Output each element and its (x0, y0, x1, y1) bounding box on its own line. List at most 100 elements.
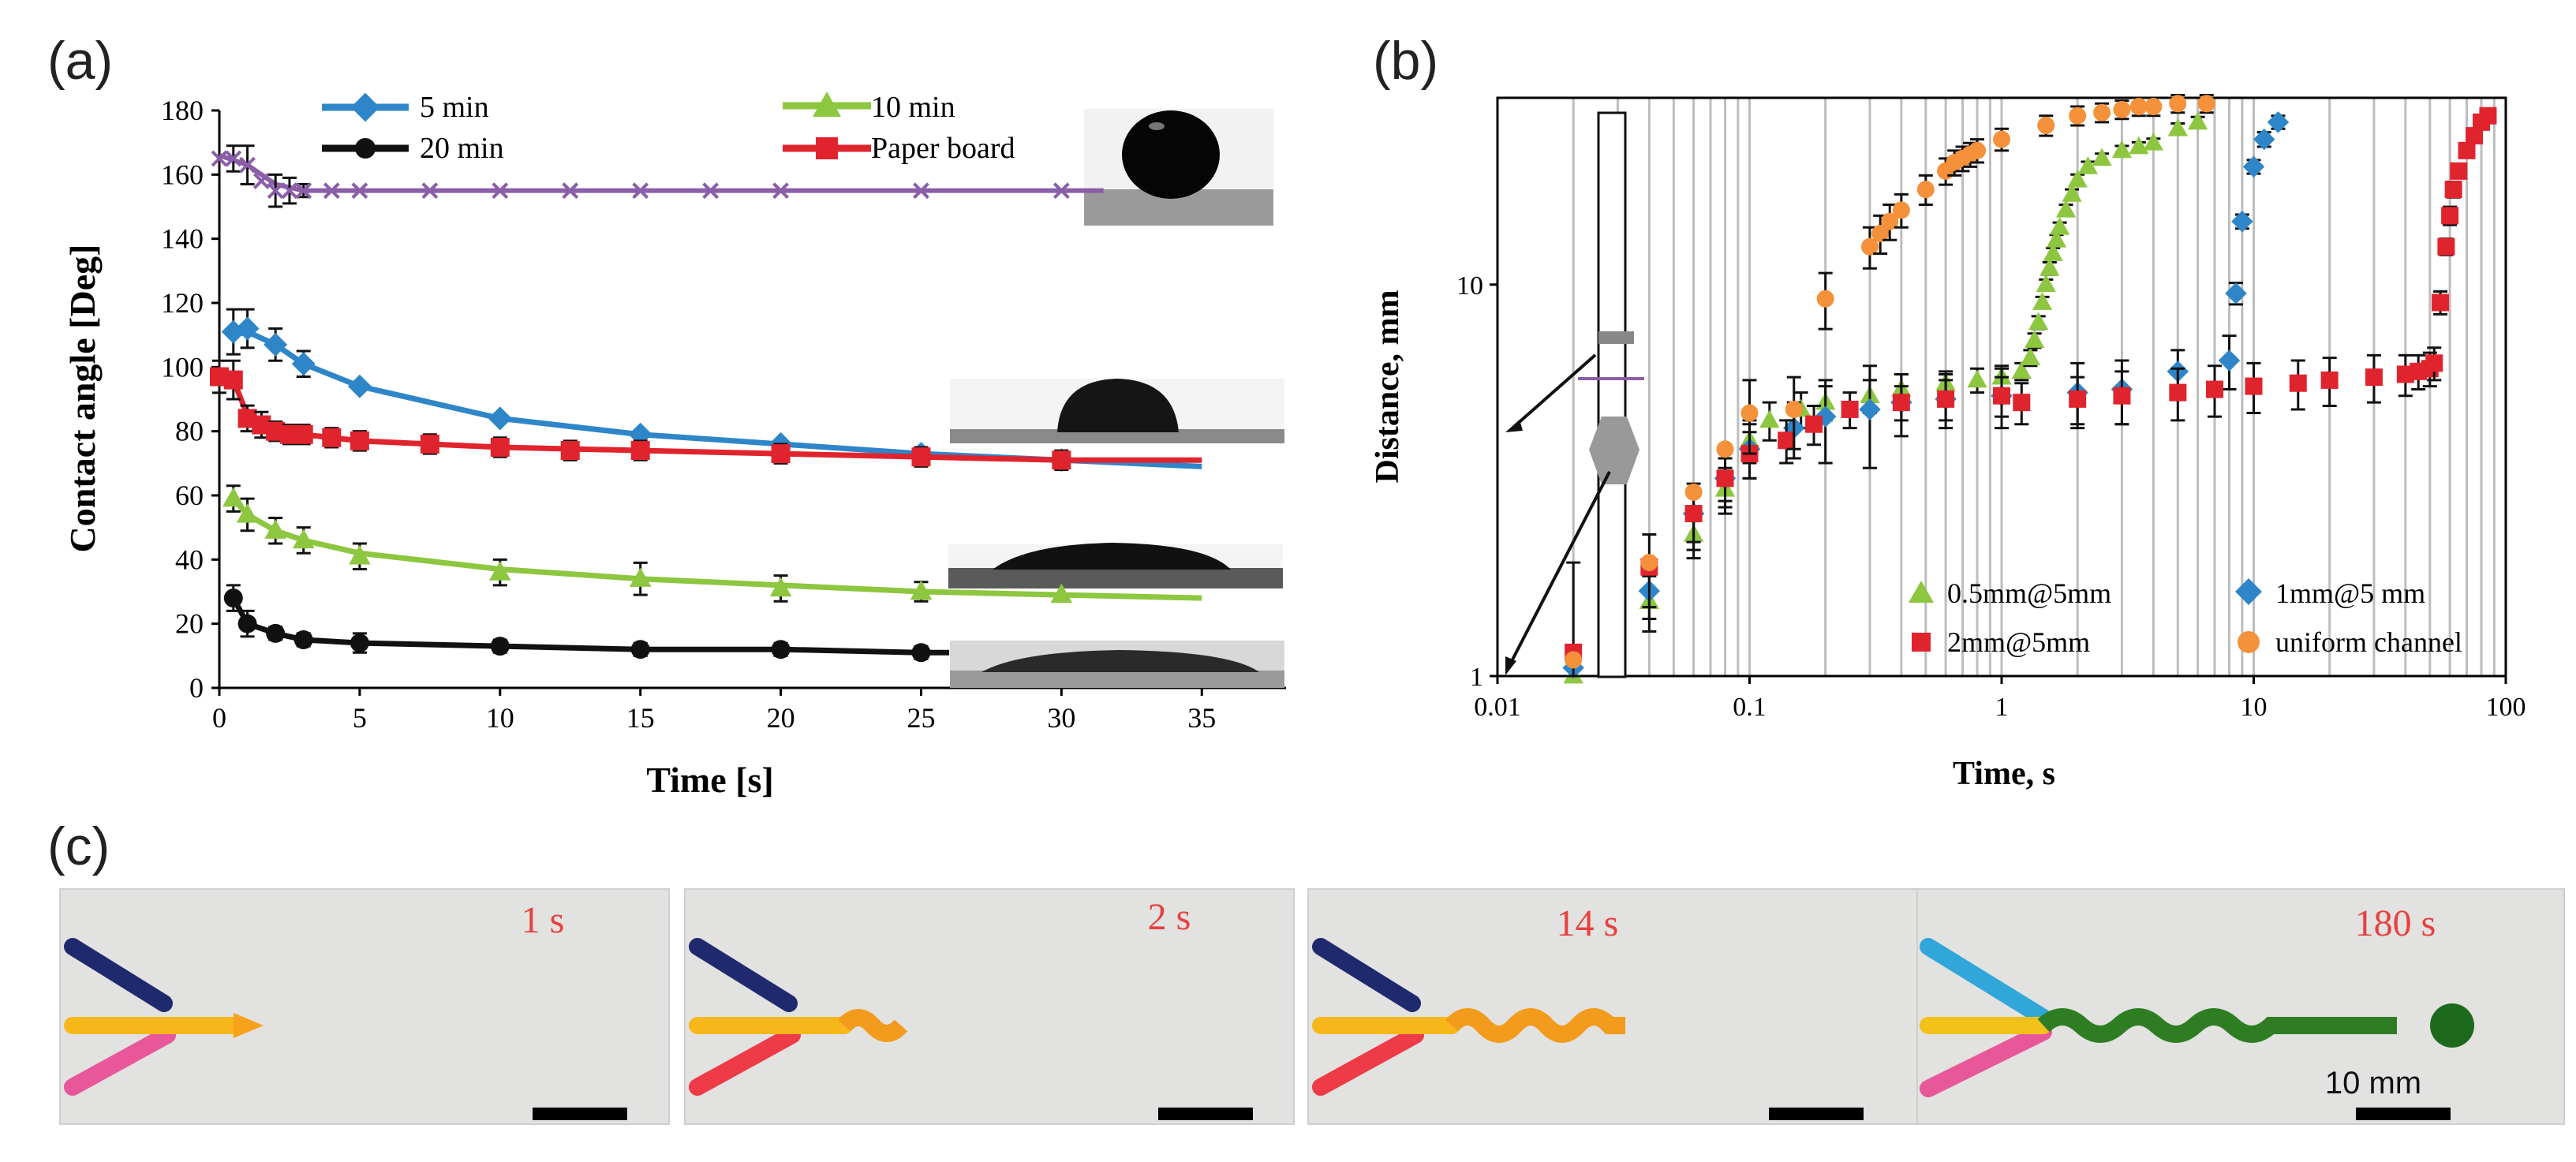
photo-2s-scale-bar (1158, 1108, 1253, 1120)
series-a-paper-board (210, 359, 1202, 471)
series-b-2mm-5mm-point (1805, 415, 1823, 433)
series-a-10-min-point (910, 580, 933, 600)
legend-a-5min: 5 min (322, 91, 489, 124)
droplet-image-20min (950, 641, 1284, 688)
series-b-2mm-5mm-point (2432, 293, 2450, 312)
series-a-20-min-point (771, 640, 791, 659)
chart-a-xtick-label: 35 (1187, 702, 1216, 734)
series-a-20-min-point (911, 643, 931, 663)
series-b-0-5mm-5mm-point (2077, 156, 2099, 174)
chart-a-legend: 5 min 10 min 20 min Paper board (322, 91, 1015, 165)
chart-b-ytick-label: 10 (1456, 271, 1483, 301)
series-b-1mm-5-mm-point (2231, 210, 2253, 233)
series-b-uniform-channel-point (1716, 440, 1734, 458)
chart-b-xtick-label: 0.1 (1733, 693, 1767, 722)
series-a-paper-board-point (293, 424, 313, 444)
series-b-0-5mm-5mm-point (2143, 133, 2164, 151)
series-a-purple-point (421, 182, 439, 200)
photo-14s-time-label: 14 s (1557, 902, 1619, 944)
series-b-0-5mm-5mm-point (2167, 118, 2188, 136)
chart-a-ticks: 0 5 10 15 20 25 30 35 0 20 40 60 80 100 120 140 160 180 (161, 95, 1216, 734)
series-a-paper-board-point (1052, 450, 1071, 470)
legend-a-5min-label: 5 min (420, 91, 489, 124)
series-b-2mm-5mm-point (2425, 354, 2443, 372)
series-a-paper-board-point (771, 444, 791, 464)
series-a-20-min-point (293, 630, 313, 649)
series-a-5-min-point (347, 374, 372, 398)
series-a-purple-point (772, 182, 789, 200)
chart-a-ytick-label: 160 (161, 159, 204, 190)
photo-180s-scale-bar (2356, 1108, 2451, 1120)
legend-b-2mm-marker (1912, 633, 1931, 652)
series-a-10-min-point (264, 519, 286, 539)
chart-a-ytick-label: 140 (161, 223, 204, 255)
series-a-5-min-point (235, 316, 260, 341)
series-a-purple-point-b (295, 182, 312, 200)
chart-a-ytick-label: 20 (175, 608, 204, 640)
channel-schematic (1505, 111, 1644, 678)
series-a-purple-point-b (421, 182, 439, 200)
series-a-10-min-point (349, 544, 371, 565)
legend-b-1mm-marker (2235, 578, 2262, 605)
series-b-uniform-channel-point (2129, 98, 2148, 116)
chart-b-ytick-label: 1 (1470, 663, 1483, 692)
series-b-0-5mm-5mm-point (2028, 312, 2049, 331)
series-a-purple-point (295, 182, 312, 200)
chart-b-xtick-label: 100 (2486, 693, 2526, 722)
series-b-1mm-5-mm-point (2242, 155, 2265, 178)
series-b-0-5mm-5mm-point (2036, 274, 2056, 293)
chart-a-ytick-label: 120 (161, 287, 204, 319)
series-b-0-5mm-5mm-point (2092, 148, 2112, 166)
chart-a-ytick-label: 80 (175, 416, 204, 447)
series-a-purple-point (492, 182, 509, 200)
series-a-purple-point (351, 182, 368, 200)
photo-180s-time-label: 180 s (2355, 902, 2436, 944)
series-a-purple-point (913, 182, 929, 200)
series-a-10-min-point (629, 567, 652, 587)
chart-a-series (210, 144, 1202, 663)
series-a-purple-point (323, 182, 340, 200)
series-a-5-min-point (488, 406, 512, 431)
series-b-2mm-5mm-point (1841, 400, 1859, 418)
series-b-0-5mm-5mm-point (2067, 169, 2088, 188)
legend-a-10min: 10 min (783, 91, 955, 124)
series-b-uniform-channel-point (1968, 141, 1987, 159)
series-b-2mm-5mm-point (2466, 127, 2484, 145)
series-a-purple-point-b (323, 182, 340, 200)
chart-a-xtick-label: 20 (767, 702, 795, 734)
series-a-20-min-point (630, 640, 650, 659)
chart-b-series (1562, 93, 2497, 684)
series-b-0-5mm-5mm-point (1759, 409, 1780, 428)
series-b-2mm-5mm-point (2245, 377, 2263, 395)
chart-b-legend: 0.5mm@5mm 1mm@5 mm 2mm@5mm uniform chann… (1909, 577, 2462, 658)
chart-b-ticks: 0.01 0.1 1 10 100 1 10 (1456, 271, 2526, 722)
series-a-purple-point (239, 156, 256, 174)
series-a-purple-point-b (772, 182, 789, 200)
series-b-0-5mm-5mm-point (2055, 200, 2077, 218)
chart-a: 0 5 10 15 20 25 30 35 0 20 40 60 80 100 120 140 160 180 T… (62, 91, 1286, 800)
chart-b: 0.01 0.1 1 10 100 1 10 Time, s Distance, mm 0.… (1370, 93, 2526, 792)
series-b-uniform-channel-point (1816, 290, 1834, 308)
series-a-20-min-point (490, 637, 510, 656)
series-a-20-min (223, 584, 950, 663)
series-a-purple-point-b (702, 182, 720, 200)
series-a-paper-board-point (560, 441, 580, 461)
series-b-uniform-channel-point (2197, 95, 2215, 113)
legend-b-uniform-marker (2238, 631, 2260, 653)
panel-b-label: (b) (1373, 31, 1438, 91)
series-a-5-min-point (264, 332, 288, 357)
chart-b-ylabel: Distance, mm (1370, 290, 1406, 484)
series-b-0-5mm-5mm-point (2049, 217, 2070, 235)
series-a-purple-point-b (267, 182, 284, 200)
series-b-2mm-5mm-point (2169, 383, 2187, 402)
series-a-purple-point (225, 150, 242, 167)
series-a-10-min-point (1050, 583, 1073, 603)
series-a-purple-point-b (913, 182, 929, 200)
series-a-10-min-point (292, 529, 315, 549)
chart-b-gridlines (1572, 98, 2496, 676)
series-b-uniform-channel-point (1640, 554, 1658, 572)
series-a-20-min-point (266, 623, 286, 643)
series-b-0-5mm-5mm-point (2011, 361, 2032, 379)
series-a-purple-point-b (1052, 182, 1070, 200)
